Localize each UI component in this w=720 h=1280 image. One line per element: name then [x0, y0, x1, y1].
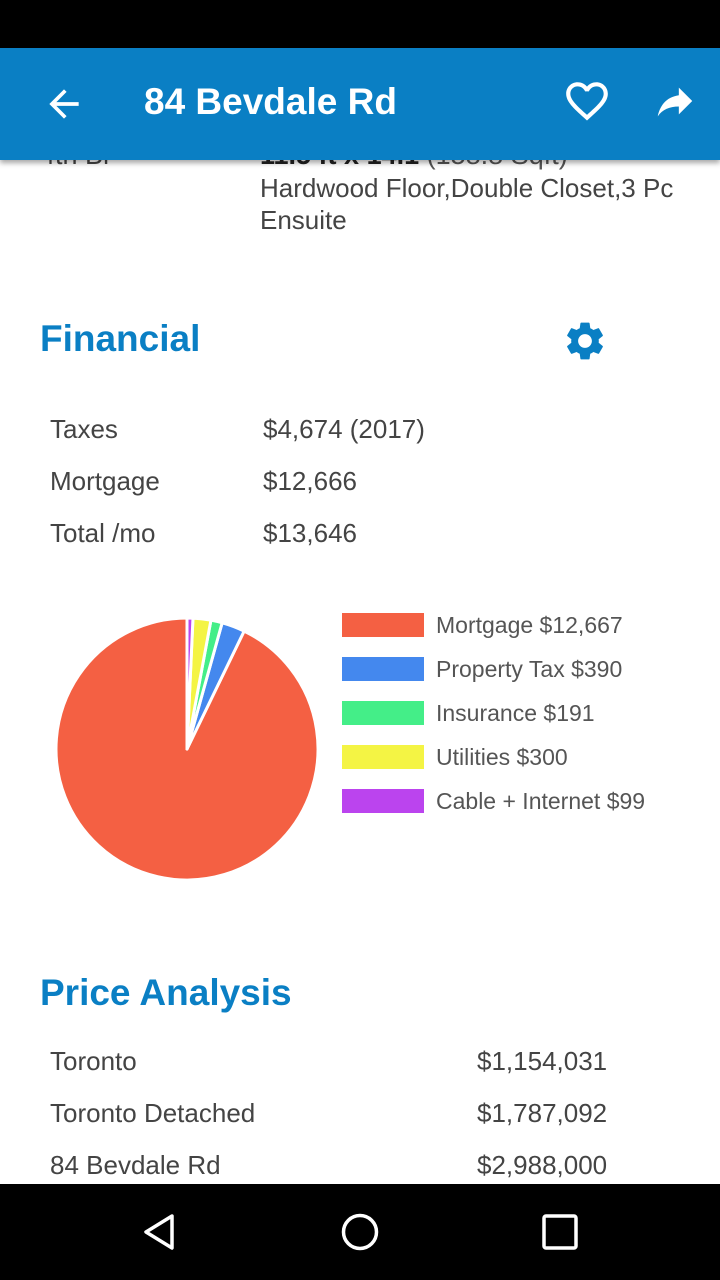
- financial-mortgage-label: Mortgage: [50, 466, 160, 496]
- share-icon[interactable]: [652, 78, 698, 124]
- price-row-value: $1,787,092: [477, 1098, 608, 1128]
- financial-mortgage-value: $12,666: [263, 466, 357, 496]
- legend-label: Insurance $191: [436, 700, 595, 726]
- legend-label: Utilities $300: [436, 744, 568, 770]
- nav-home-icon[interactable]: [340, 1212, 380, 1252]
- pie-slice-4: [185, 616, 195, 751]
- back-arrow-icon[interactable]: [42, 82, 86, 126]
- financial-total-value: $13,646: [263, 518, 357, 548]
- legend-label: Cable + Internet $99: [436, 788, 646, 814]
- financial-taxes-label: Taxes: [50, 414, 118, 444]
- system-nav-bar: [0, 1184, 720, 1280]
- gear-icon[interactable]: [562, 318, 608, 364]
- legend-label: Mortgage $12,667: [436, 612, 623, 638]
- legend-label: Property Tax $390: [436, 656, 623, 682]
- nav-back-icon[interactable]: [140, 1212, 180, 1252]
- app-bar: 84 Bevdale Rd: [0, 48, 720, 160]
- price-row-value: $1,154,031: [477, 1046, 608, 1076]
- legend-swatch: [342, 745, 424, 769]
- financial-taxes-value: $4,674 (2017): [263, 414, 425, 444]
- legend-swatch: [342, 789, 424, 813]
- listing-content[interactable]: 4th Br 11.5 ft x 14.1 (158.8 Sqft) Hardw…: [0, 48, 720, 1184]
- price-analysis-title: Price Analysis: [40, 972, 292, 1013]
- price-row-label: 84 Bevdale Rd: [50, 1150, 221, 1180]
- price-row-value: $2,988,000: [477, 1150, 608, 1180]
- financial-total-label: Total /mo: [50, 518, 156, 548]
- financial-title: Financial: [40, 318, 201, 359]
- cost-pie-chart: [54, 616, 320, 882]
- status-bar: [0, 0, 720, 48]
- nav-recents-icon[interactable]: [542, 1214, 578, 1250]
- room-description: Hardwood Floor,Double Closet,3 Pc Ensuit…: [260, 173, 674, 235]
- page-title: 84 Bevdale Rd: [144, 81, 397, 122]
- legend-swatch: [342, 701, 424, 725]
- heart-icon[interactable]: [562, 76, 612, 126]
- price-row-label: Toronto Detached: [50, 1098, 256, 1128]
- price-row-label: Toronto: [50, 1046, 137, 1076]
- legend-swatch: [342, 657, 424, 681]
- legend-swatch: [342, 613, 424, 637]
